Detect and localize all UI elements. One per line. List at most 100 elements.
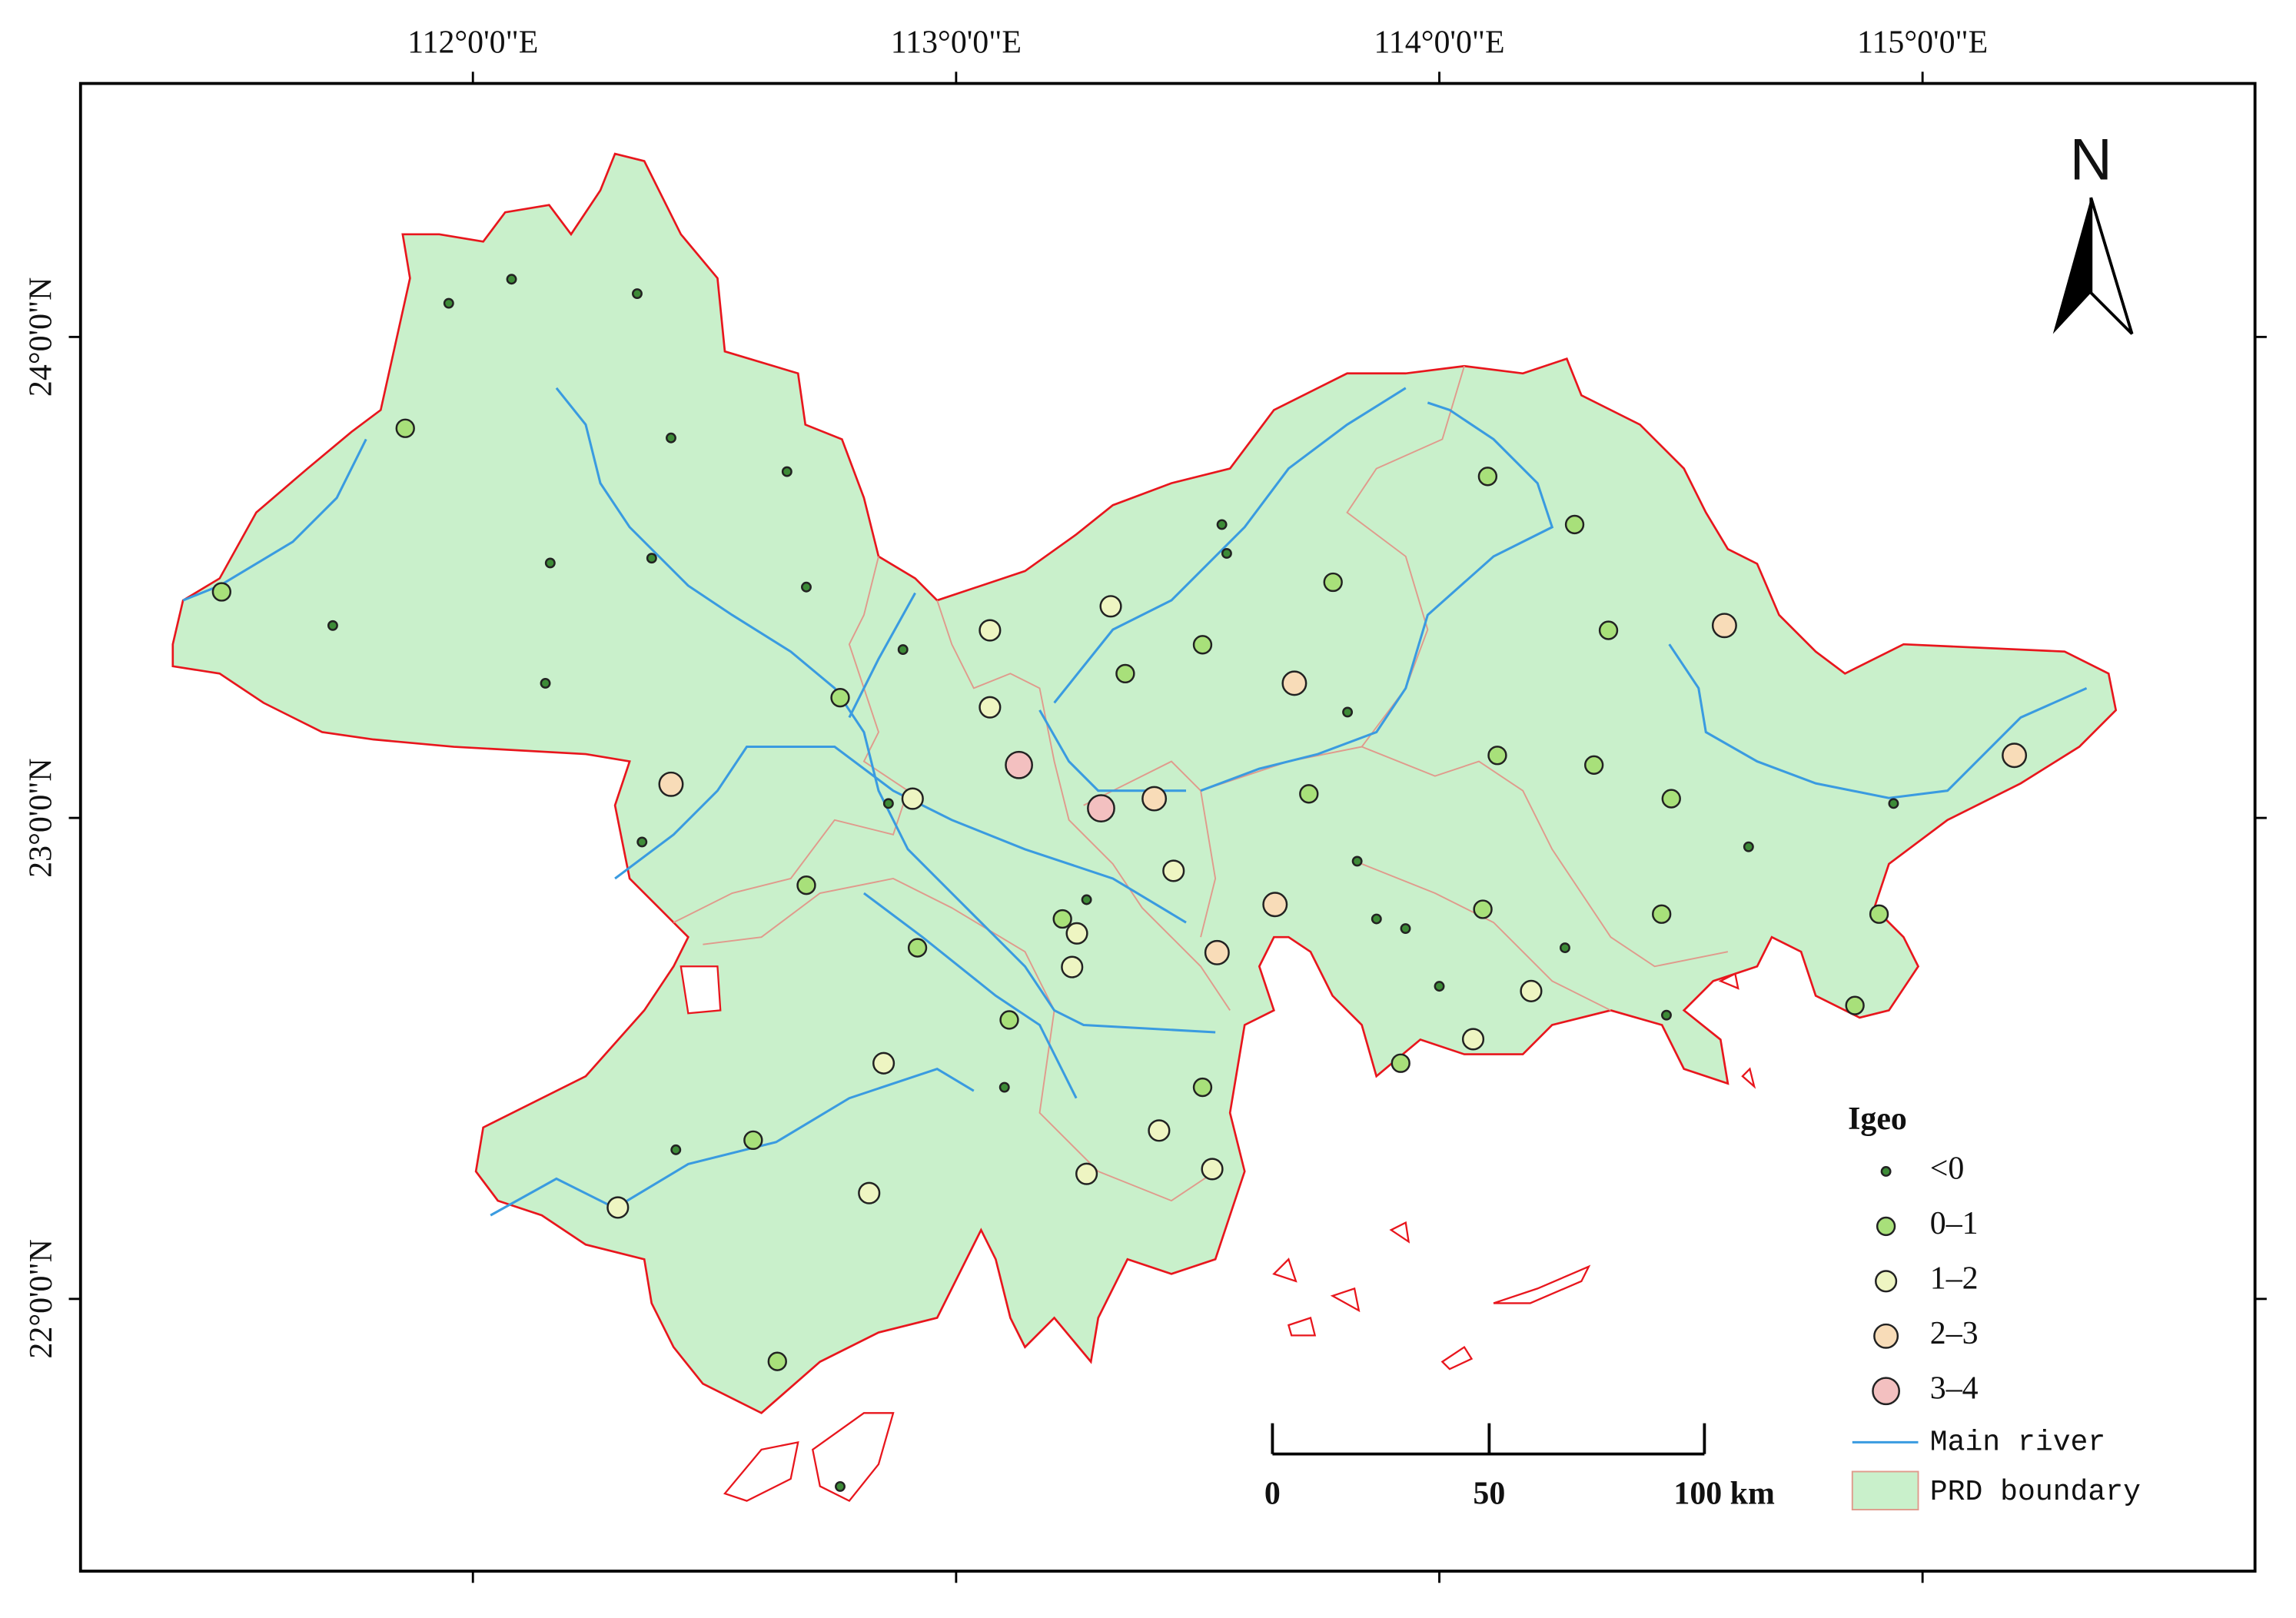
sample-point <box>1065 922 1088 945</box>
sample-point <box>1711 613 1737 639</box>
y-tick-label: 22°0'0"N <box>24 1239 59 1358</box>
sample-point <box>979 696 1002 719</box>
legend-label: 2–3 <box>1930 1316 1979 1351</box>
sample-point <box>1192 635 1213 655</box>
sample-point <box>1477 467 1498 487</box>
sample-point <box>1081 894 1092 905</box>
sample-point <box>907 938 928 958</box>
sample-point <box>211 582 232 602</box>
sample-point <box>544 557 556 569</box>
sample-point <box>1201 1158 1224 1181</box>
river <box>1038 709 1187 792</box>
island <box>1330 1287 1361 1313</box>
sample-point <box>1148 1119 1171 1142</box>
sample-point <box>897 644 909 656</box>
island <box>1272 1258 1298 1283</box>
sample-point <box>1005 750 1033 779</box>
sample-point <box>1052 909 1072 929</box>
sample-point <box>1216 519 1228 530</box>
sample-point <box>1434 981 1445 992</box>
sample-point <box>1584 755 1604 775</box>
sample-point <box>395 418 415 438</box>
sample-point <box>646 553 657 564</box>
sample-point <box>1323 572 1343 593</box>
sample-point <box>1560 942 1570 954</box>
sample-point <box>801 581 812 593</box>
river <box>555 387 1216 1034</box>
sample-point <box>1400 923 1411 934</box>
legend-marker <box>1872 1377 1900 1406</box>
legend-marker <box>1873 1323 1899 1349</box>
sample-point <box>835 1480 846 1492</box>
sample-point <box>1075 1162 1098 1185</box>
sample-point <box>1099 595 1122 618</box>
sample-point <box>670 1144 682 1155</box>
sample-point <box>1845 995 1865 1015</box>
sample-point <box>1281 670 1307 696</box>
island <box>723 1440 799 1502</box>
sample-point <box>979 619 1002 642</box>
sample-point <box>830 688 850 708</box>
boundary-line <box>703 877 1216 1202</box>
sample-point <box>999 1010 1019 1030</box>
river <box>490 1067 975 1217</box>
sample-point <box>1162 859 1185 882</box>
sample-point <box>1520 979 1543 1002</box>
sample-point <box>1204 939 1230 965</box>
sample-point <box>1299 784 1319 804</box>
sample-point <box>1192 1077 1213 1098</box>
sample-point <box>1487 746 1507 766</box>
sample-point <box>1743 841 1754 852</box>
sample-point <box>636 836 648 848</box>
x-tick-label: 115°0'0"E <box>1857 25 1988 61</box>
legend: Igeo Main river PRD boundary <0 0–1 1–2 2–3… <box>1848 1101 2141 1510</box>
legend-label: <0 <box>1930 1151 1965 1187</box>
sample-point <box>872 1052 895 1075</box>
y-tick-label: 23°0'0"N <box>24 758 59 877</box>
river <box>1200 401 1554 792</box>
sample-point <box>1869 904 1889 924</box>
scale-label: 0 <box>1264 1476 1281 1511</box>
sample-point <box>443 297 454 309</box>
legend-label: 0–1 <box>1930 1206 1979 1241</box>
island <box>811 1412 895 1503</box>
legend-title: Igeo <box>1848 1101 1907 1137</box>
island <box>1440 1345 1474 1370</box>
sample-point <box>1391 1053 1410 1073</box>
north-label: N <box>2070 127 2112 192</box>
islands <box>723 972 1756 1503</box>
sample-point <box>882 798 894 809</box>
sample-point <box>1221 547 1232 559</box>
boundary-line <box>1200 746 1729 968</box>
sample-point <box>1888 798 1899 809</box>
river <box>848 592 916 719</box>
river <box>182 438 367 602</box>
sample-point <box>1661 789 1681 809</box>
island <box>1718 972 1739 990</box>
sample-point <box>327 620 338 631</box>
sample-point <box>743 1130 763 1151</box>
legend-label: 1–2 <box>1930 1261 1979 1296</box>
legend-label: 3–4 <box>1930 1370 1979 1406</box>
sample-point <box>1661 1009 1672 1021</box>
river <box>1053 387 1407 704</box>
legend-marker <box>1875 1270 1898 1293</box>
boundary-line <box>673 556 909 923</box>
island <box>1741 1067 1756 1089</box>
sample-point <box>767 1351 787 1371</box>
river <box>614 746 1187 924</box>
sample-point <box>901 787 924 810</box>
sample-point <box>1461 1028 1485 1051</box>
boundary-line <box>1083 760 1217 938</box>
x-tick-label: 112°0'0"E <box>407 25 538 61</box>
rivers <box>182 387 2088 1217</box>
y-tick-label: 24°0'0"N <box>24 277 59 397</box>
sample-point <box>632 288 643 299</box>
boundary-line <box>936 600 1231 1011</box>
sample-point <box>1141 786 1168 812</box>
prd-region <box>171 152 2118 1414</box>
arrow-half <box>2089 197 2134 335</box>
island <box>1493 1264 1591 1304</box>
sample-point <box>1371 913 1382 925</box>
sample-point <box>1262 892 1288 918</box>
